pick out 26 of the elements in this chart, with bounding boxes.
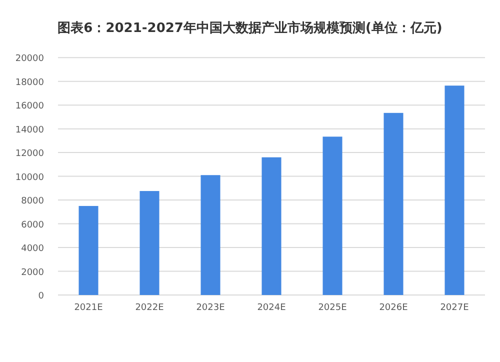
- x-tick-label: 2022E: [135, 303, 164, 313]
- chart-title: 图表6：2021-2027年中国大数据产业市场规模预测(单位：亿元): [58, 20, 442, 36]
- y-tick-label: 16000: [15, 102, 44, 112]
- y-tick-label: 8000: [21, 196, 44, 207]
- bar: [322, 136, 342, 295]
- x-tick-label: 2023E: [196, 303, 226, 313]
- bar: [444, 86, 464, 295]
- x-tick-label: 2024E: [257, 303, 286, 313]
- bar: [200, 175, 220, 295]
- y-tick-label: 0: [38, 292, 44, 302]
- x-tick-label: 2025E: [318, 303, 348, 313]
- y-tick-label: 2000: [21, 268, 44, 278]
- y-tick-label: 18000: [15, 78, 44, 88]
- bar: [384, 112, 404, 295]
- bar: [140, 191, 160, 295]
- y-tick-label: 10000: [15, 172, 44, 183]
- y-tick-label: 20000: [15, 54, 44, 64]
- y-tick-label: 14000: [15, 125, 44, 136]
- y-tick-label: 12000: [15, 149, 44, 160]
- bar: [262, 157, 282, 295]
- y-tick-label: 6000: [21, 220, 44, 230]
- bar: [78, 206, 98, 295]
- y-tick-label: 4000: [21, 244, 44, 254]
- x-tick-label: 2026E: [379, 303, 408, 313]
- x-tick-label: 2021E: [74, 303, 104, 313]
- x-tick-label: 2027E: [440, 303, 470, 313]
